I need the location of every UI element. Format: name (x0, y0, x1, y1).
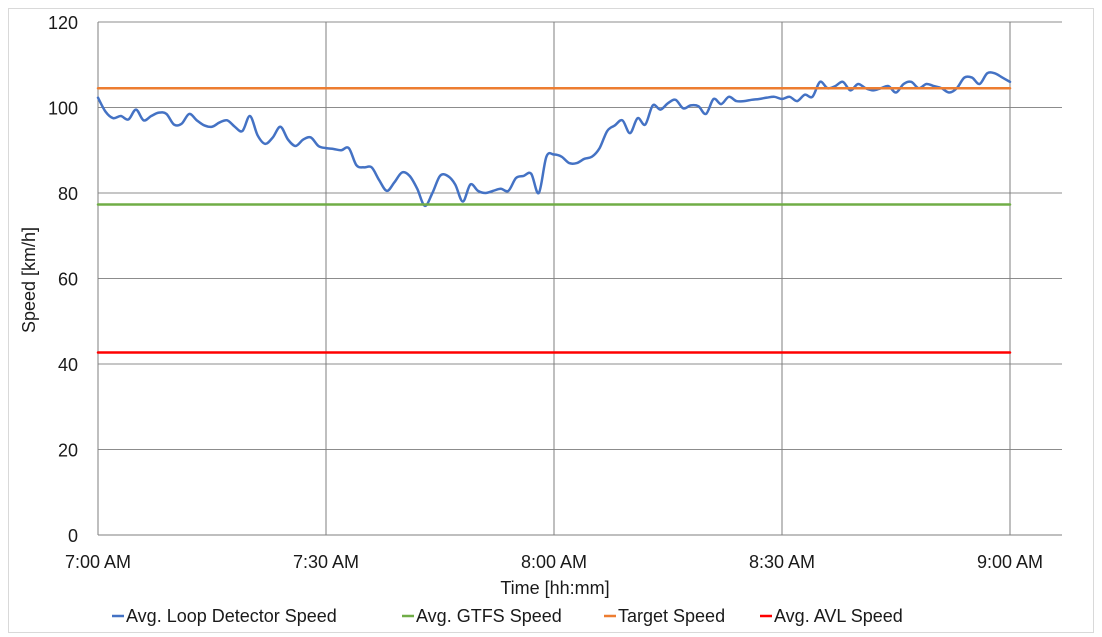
legend-label: Target Speed (618, 606, 725, 626)
series-line-avg-loop-detector-speed (96, 71, 1012, 208)
y-tick-label: 100 (48, 99, 78, 119)
series-layer (96, 71, 1012, 354)
x-tick-label: 7:30 AM (293, 552, 359, 572)
x-tick-label: 9:00 AM (977, 552, 1043, 572)
y-axis-title: Speed [km/h] (19, 227, 39, 333)
legend-item: Avg. GTFS Speed (402, 606, 562, 626)
x-axis-title: Time [hh:mm] (500, 578, 609, 598)
y-tick-label: 120 (48, 13, 78, 33)
legend-item: Avg. AVL Speed (760, 606, 903, 626)
legend-label: Avg. AVL Speed (774, 606, 903, 626)
y-tick-label: 0 (68, 526, 78, 546)
y-tick-label: 60 (58, 270, 78, 290)
legend-label: Avg. Loop Detector Speed (126, 606, 337, 626)
legend-item: Avg. Loop Detector Speed (112, 606, 337, 626)
x-tick-label: 8:30 AM (749, 552, 815, 572)
y-tick-label: 20 (58, 441, 78, 461)
legend-label: Avg. GTFS Speed (416, 606, 562, 626)
legend: Avg. Loop Detector Speed Avg. GTFS Speed T… (112, 606, 903, 626)
x-tick-label: 7:00 AM (65, 552, 131, 572)
x-tick-label: 8:00 AM (521, 552, 587, 572)
axis-layer: 0 20 40 60 80 100 120 7:00 AM 7:30 AM 8:00 AM 8:30… (48, 13, 1043, 572)
grid-layer (97, 21, 1062, 536)
y-tick-label: 80 (58, 184, 78, 204)
y-tick-label: 40 (58, 355, 78, 375)
legend-item: Target Speed (604, 606, 725, 626)
